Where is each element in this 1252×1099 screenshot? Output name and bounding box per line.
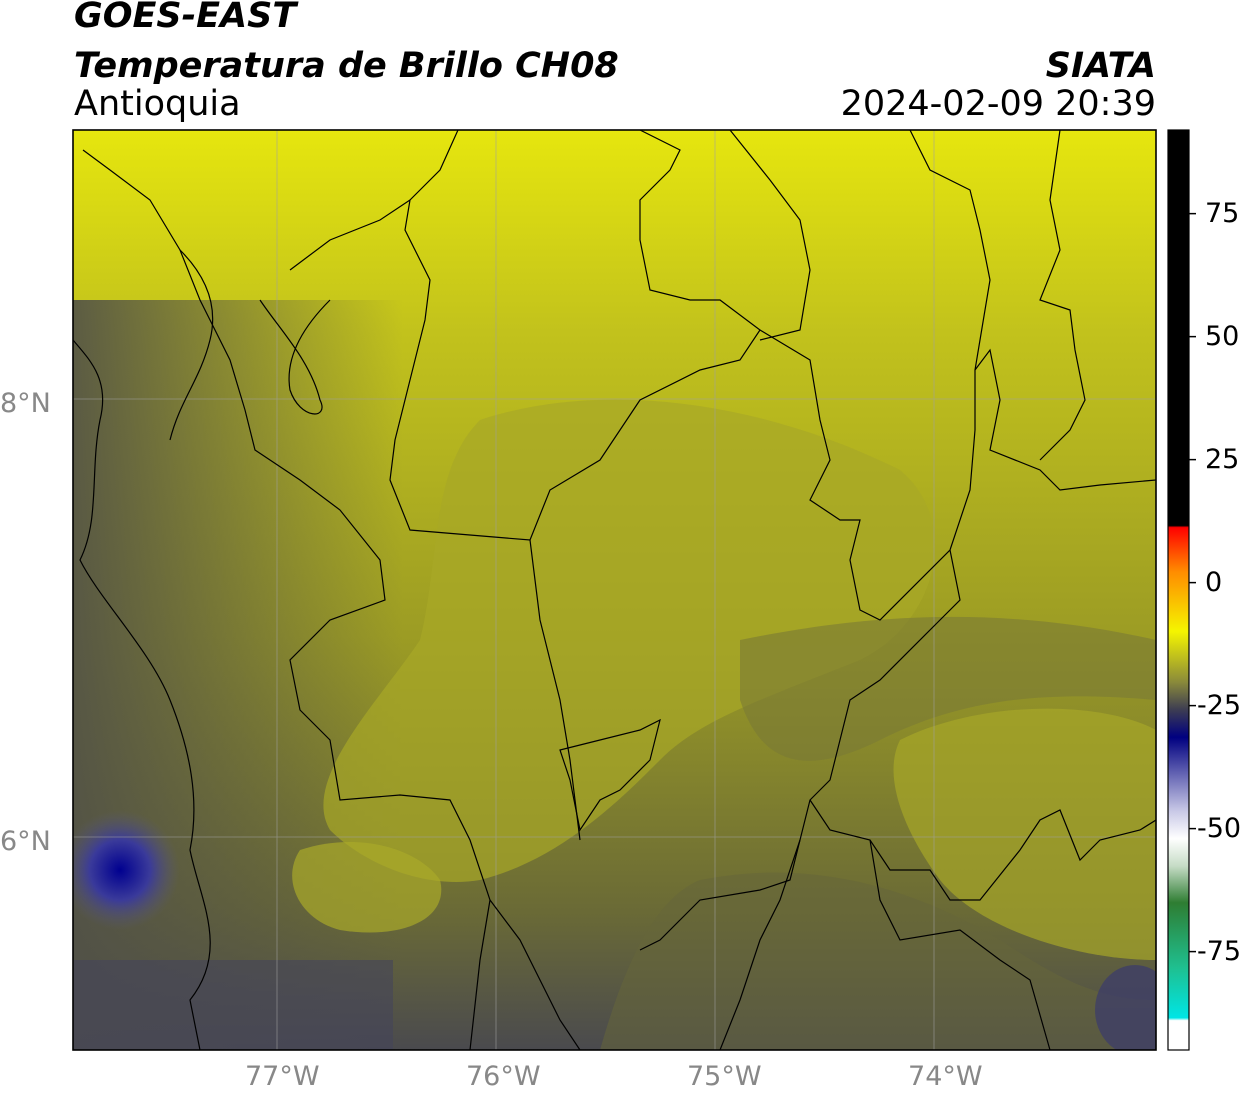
region-title: Antioquia [74,84,241,124]
colorbar-tick-label: -25 [1197,689,1242,721]
colorbar-tick-label: 50 [1205,320,1240,352]
colorbar-tick-label: 75 [1205,197,1240,229]
boundary-lines [73,130,1156,1050]
lat-tick-label: 8°N [0,387,51,419]
map-frame [72,129,1157,1051]
lon-tick-label: 75°W [687,1061,762,1092]
lon-tick-label: 77°W [244,1061,320,1092]
colorbar [1167,129,1190,1051]
colorbar-tick-label: 0 [1205,566,1223,598]
colorbar-tick-label: -50 [1197,812,1242,844]
colorbar-ticks [1189,212,1196,953]
colorbar-tick-label: -75 [1197,935,1242,967]
datetime-label: 2024-02-09 20:39 [840,84,1156,124]
product-title: Temperatura de Brillo CH08 [74,46,619,86]
colorbar-tick-label: 25 [1205,443,1240,475]
lat-tick-label: 6°N [0,825,51,857]
lon-tick-label: 74°W [908,1061,983,1092]
satellite-title: GOES-EAST [74,0,297,36]
lon-tick-label: 76°W [465,1061,541,1092]
brand-label: SIATA [1045,46,1156,86]
temperature-field [73,130,1156,1050]
